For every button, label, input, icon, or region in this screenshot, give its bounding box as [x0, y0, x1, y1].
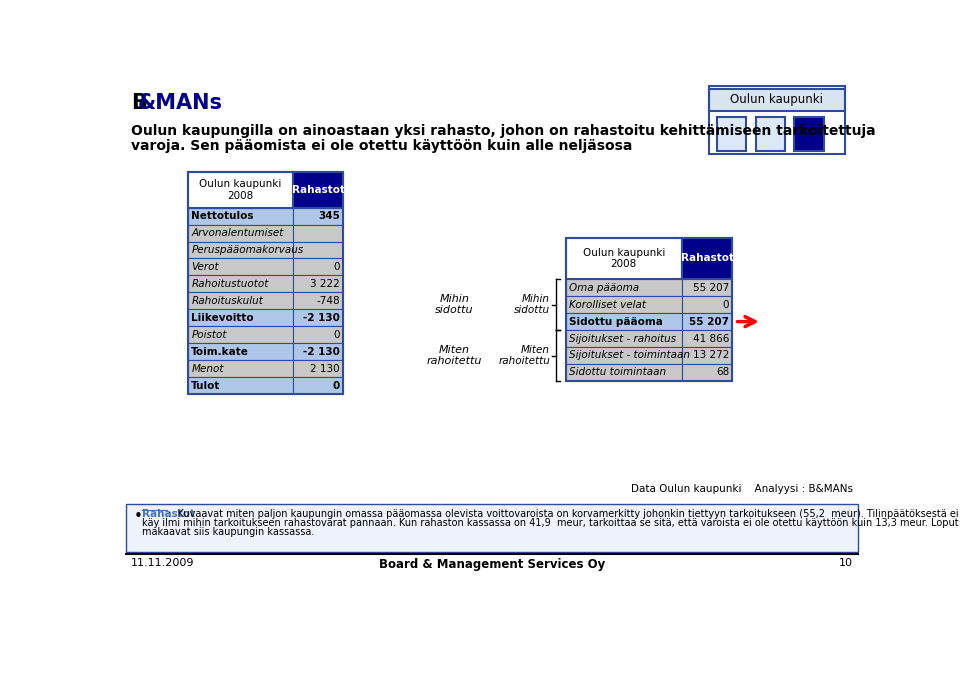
FancyBboxPatch shape: [682, 330, 732, 347]
FancyBboxPatch shape: [293, 360, 344, 377]
FancyBboxPatch shape: [188, 258, 293, 276]
Text: Rahoitustuotot: Rahoitustuotot: [191, 279, 269, 289]
Text: Rahastot: Rahastot: [292, 185, 345, 195]
FancyBboxPatch shape: [188, 276, 293, 292]
FancyBboxPatch shape: [293, 225, 344, 242]
FancyBboxPatch shape: [565, 364, 682, 381]
Text: 2 130: 2 130: [310, 363, 340, 374]
FancyBboxPatch shape: [682, 313, 732, 330]
FancyBboxPatch shape: [293, 377, 344, 394]
Text: Poistot: Poistot: [191, 330, 227, 340]
Text: Rahoituskulut: Rahoituskulut: [191, 296, 263, 306]
Text: Sijoitukset - rahoitus: Sijoitukset - rahoitus: [568, 334, 676, 343]
Text: 41 866: 41 866: [693, 334, 730, 343]
Text: Oulun kaupunki
2008: Oulun kaupunki 2008: [200, 179, 281, 201]
FancyBboxPatch shape: [188, 242, 293, 258]
Text: varoja. Sen pääomista ei ole otettu käyttöön kuin alle neljäsosa: varoja. Sen pääomista ei ole otettu käyt…: [131, 139, 633, 153]
Text: Peruspääomakorvaus: Peruspääomakorvaus: [191, 245, 303, 255]
Text: Toim.kate: Toim.kate: [191, 347, 250, 357]
FancyBboxPatch shape: [565, 279, 682, 296]
Text: Oma pääoma: Oma pääoma: [568, 283, 638, 293]
FancyBboxPatch shape: [682, 364, 732, 381]
Text: 11.11.2009: 11.11.2009: [131, 558, 194, 568]
Text: Verot: Verot: [191, 262, 219, 272]
Text: Oulun kaupungilla on ainoastaan yksi rahasto, johon on rahastoitu kehittämiseen : Oulun kaupungilla on ainoastaan yksi rah…: [131, 124, 876, 138]
FancyBboxPatch shape: [709, 89, 845, 111]
Text: Data Oulun kaupunki    Analyysi : B&MANs: Data Oulun kaupunki Analyysi : B&MANs: [631, 484, 853, 494]
FancyBboxPatch shape: [565, 296, 682, 313]
FancyBboxPatch shape: [188, 225, 293, 242]
Text: Miten
rahoitettu: Miten rahoitettu: [427, 345, 482, 366]
FancyBboxPatch shape: [188, 310, 293, 326]
FancyBboxPatch shape: [293, 326, 344, 343]
FancyBboxPatch shape: [565, 313, 682, 330]
Text: Oulun kaupunki: Oulun kaupunki: [731, 93, 824, 106]
Text: Arvonalentumiset: Arvonalentumiset: [191, 228, 283, 238]
FancyBboxPatch shape: [565, 347, 682, 364]
FancyBboxPatch shape: [188, 377, 293, 394]
Text: 68: 68: [716, 368, 730, 377]
Text: &MANs: &MANs: [138, 93, 223, 113]
Text: Sidottu pääoma: Sidottu pääoma: [568, 316, 662, 327]
Text: -748: -748: [317, 296, 340, 306]
Text: Sidottu toimintaan: Sidottu toimintaan: [568, 368, 666, 377]
Text: Menot: Menot: [191, 363, 224, 374]
FancyBboxPatch shape: [188, 172, 293, 208]
FancyBboxPatch shape: [794, 117, 824, 151]
Text: 55 207: 55 207: [689, 316, 730, 327]
FancyBboxPatch shape: [565, 238, 682, 279]
Text: Miten
rahoitettu: Miten rahoitettu: [498, 345, 550, 366]
FancyBboxPatch shape: [188, 326, 293, 343]
FancyBboxPatch shape: [293, 172, 344, 208]
FancyBboxPatch shape: [756, 117, 785, 151]
FancyBboxPatch shape: [717, 117, 746, 151]
Text: Board & Management Services Oy: Board & Management Services Oy: [379, 558, 605, 571]
Text: Oulun kaupunki
2008: Oulun kaupunki 2008: [583, 247, 665, 269]
Text: -2 130: -2 130: [303, 313, 340, 323]
Text: :  Kuvaavat miten paljon kaupungin omassa pääomassa olevista voittovaroista on k: : Kuvaavat miten paljon kaupungin omassa…: [168, 509, 959, 519]
Text: Mihin
sidottu: Mihin sidottu: [514, 294, 550, 316]
FancyBboxPatch shape: [188, 343, 293, 360]
Text: 345: 345: [318, 211, 340, 221]
Text: 13 272: 13 272: [693, 350, 730, 361]
FancyBboxPatch shape: [188, 292, 293, 310]
Text: Korolliset velat: Korolliset velat: [568, 300, 646, 310]
FancyBboxPatch shape: [126, 504, 858, 552]
FancyBboxPatch shape: [188, 208, 293, 225]
Text: Rahastot: Rahastot: [142, 509, 195, 519]
FancyBboxPatch shape: [293, 343, 344, 360]
FancyBboxPatch shape: [682, 296, 732, 313]
Text: -2 130: -2 130: [303, 347, 340, 357]
FancyBboxPatch shape: [293, 258, 344, 276]
FancyBboxPatch shape: [188, 360, 293, 377]
Text: Rahastot: Rahastot: [681, 254, 733, 263]
FancyBboxPatch shape: [682, 347, 732, 364]
FancyBboxPatch shape: [293, 292, 344, 310]
FancyBboxPatch shape: [293, 310, 344, 326]
Text: •: •: [134, 509, 143, 524]
Text: makaavat siis kaupungin kassassa.: makaavat siis kaupungin kassassa.: [142, 527, 314, 537]
Text: Mihin
sidottu: Mihin sidottu: [435, 294, 473, 316]
Text: käy ilmi mihin tarkoitukseen rahastovarat pannaan. Kun rahaston kassassa on 41,9: käy ilmi mihin tarkoitukseen rahastovara…: [142, 518, 958, 528]
Text: 3 222: 3 222: [310, 279, 340, 289]
Text: 0: 0: [334, 262, 340, 272]
Text: 55 207: 55 207: [693, 283, 730, 293]
FancyBboxPatch shape: [293, 208, 344, 225]
FancyBboxPatch shape: [565, 330, 682, 347]
Text: 10: 10: [839, 558, 853, 568]
Text: Sijoitukset - toimintaan: Sijoitukset - toimintaan: [568, 350, 689, 361]
Text: B: B: [131, 93, 147, 113]
FancyBboxPatch shape: [682, 279, 732, 296]
FancyBboxPatch shape: [682, 238, 732, 279]
FancyBboxPatch shape: [293, 242, 344, 258]
Text: 0: 0: [333, 381, 340, 390]
Text: Tulot: Tulot: [191, 381, 221, 390]
Text: 0: 0: [723, 300, 730, 310]
Text: 0: 0: [334, 330, 340, 340]
Text: Nettotulos: Nettotulos: [191, 211, 253, 221]
FancyBboxPatch shape: [293, 276, 344, 292]
Text: Liikevoitto: Liikevoitto: [191, 313, 254, 323]
